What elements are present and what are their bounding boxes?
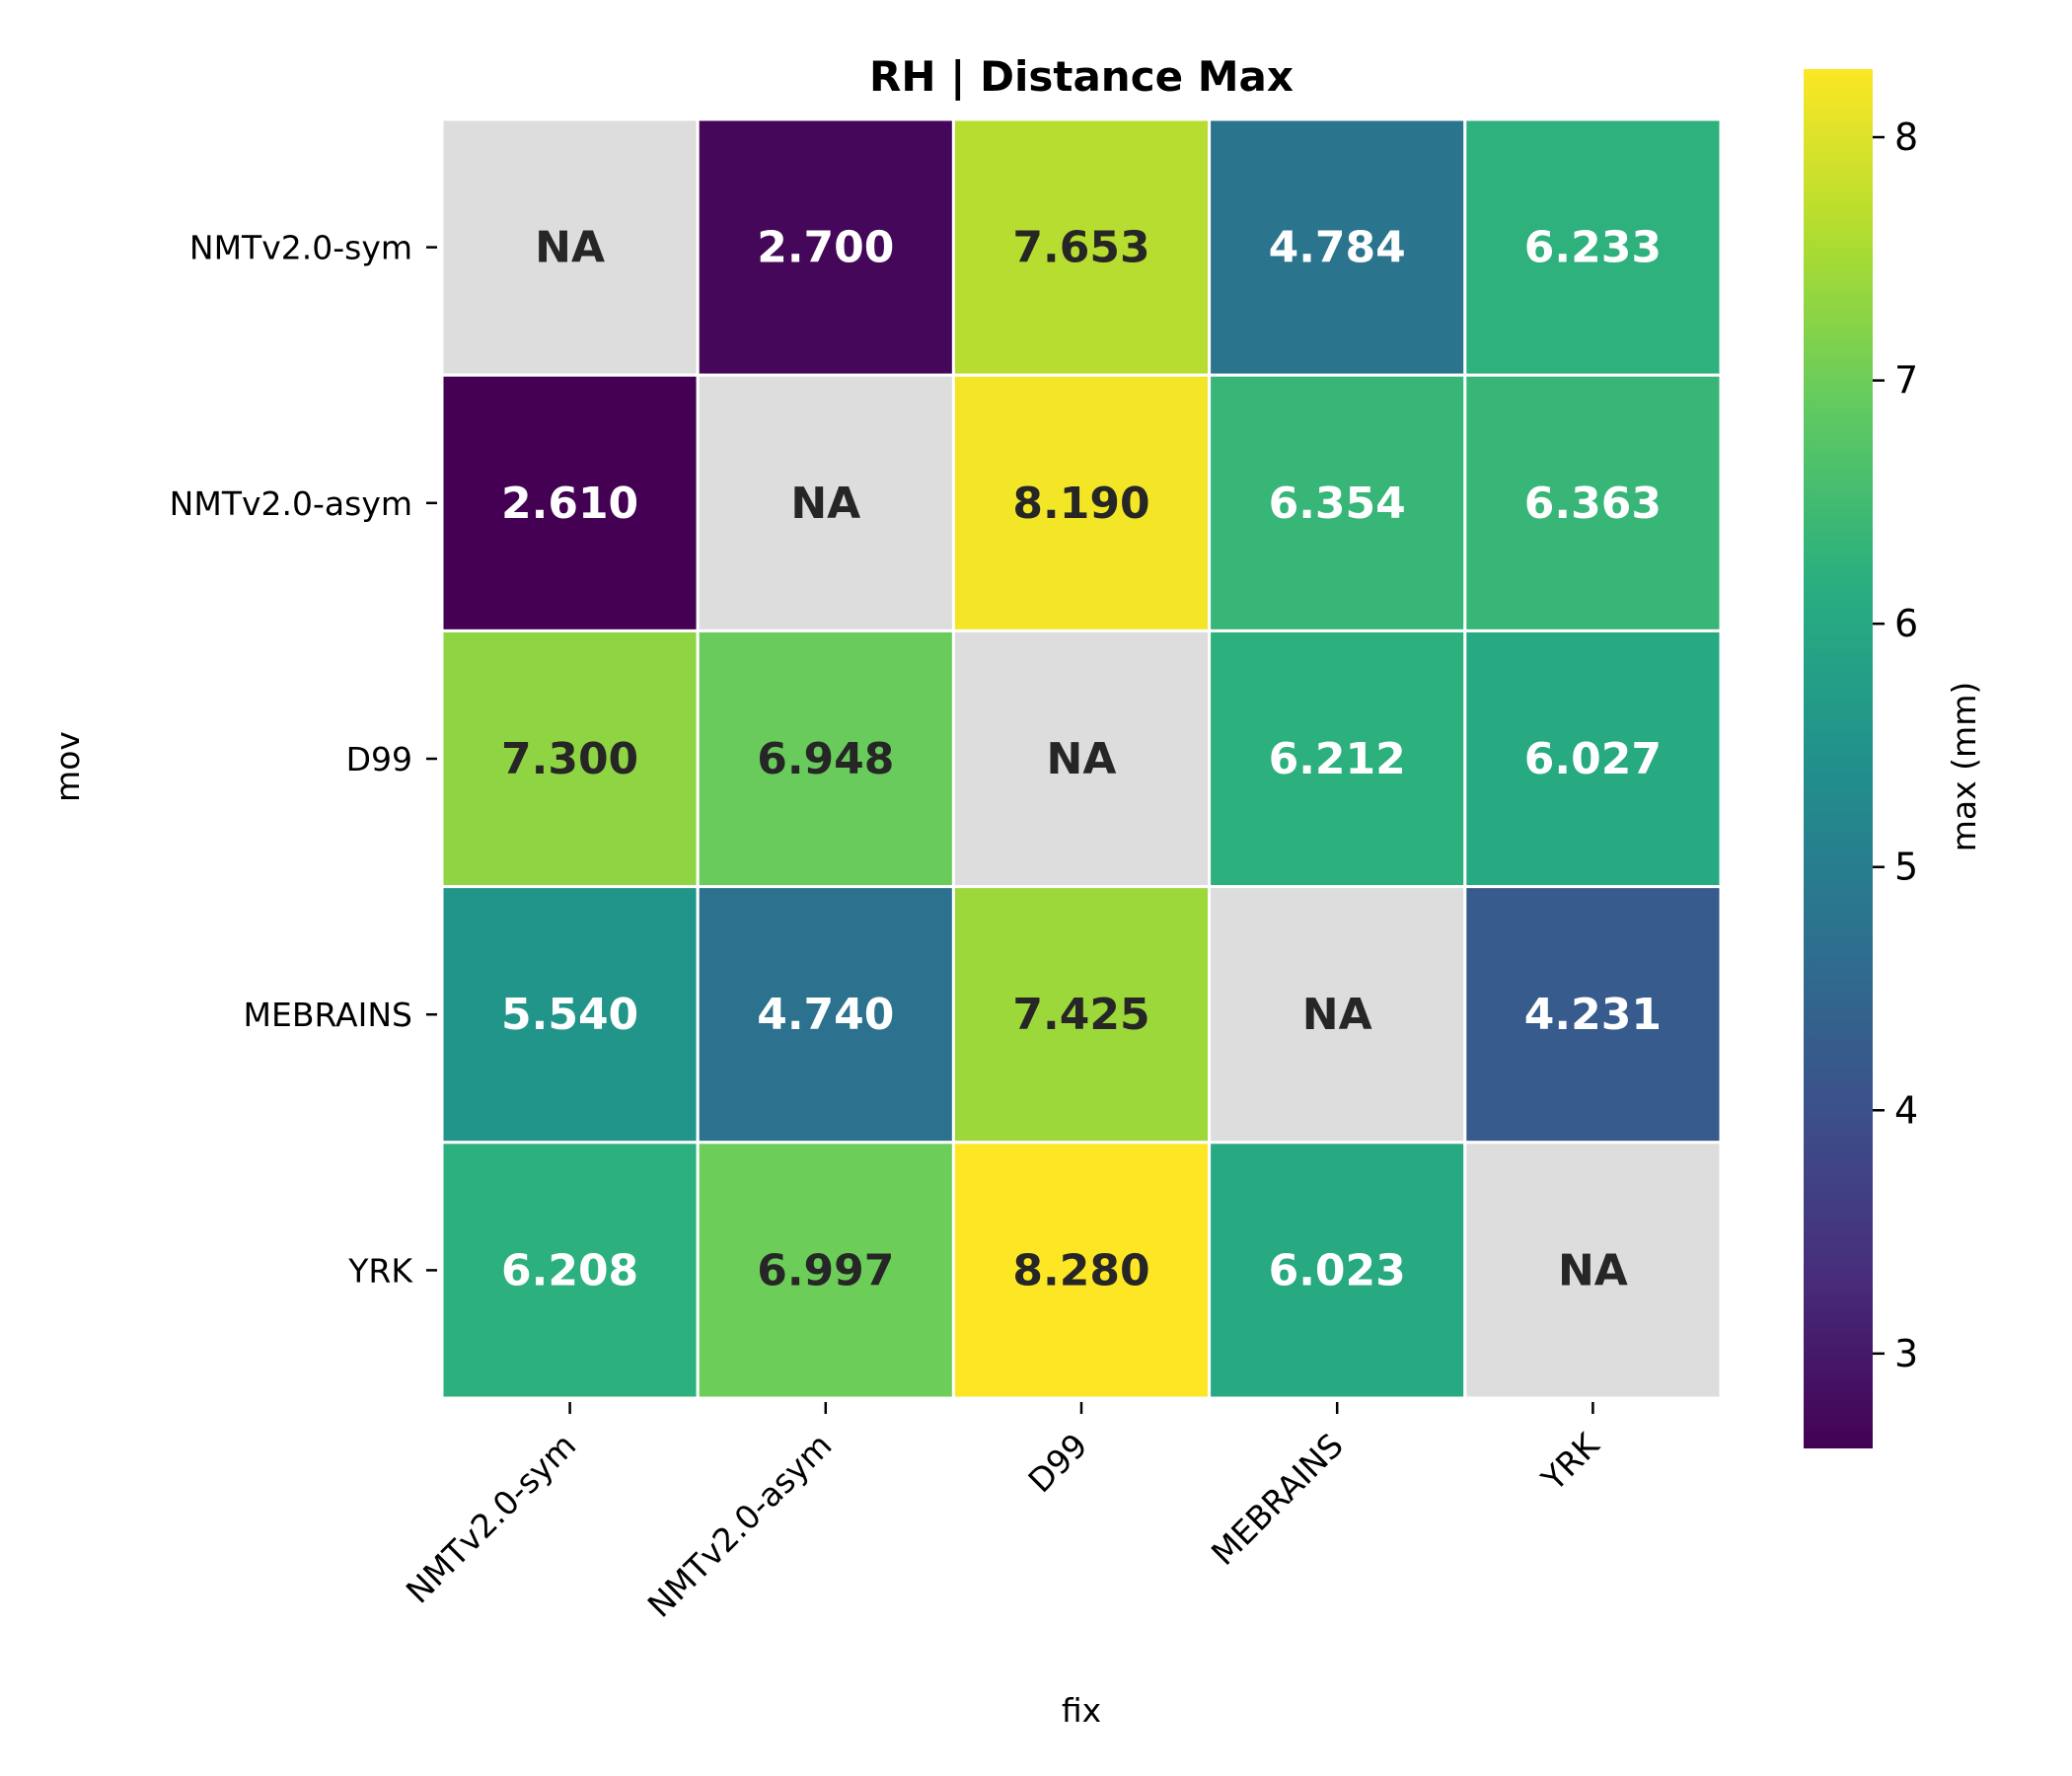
cell-value-label: 2.610: [501, 479, 638, 529]
cell-value-label: 6.233: [1524, 223, 1662, 273]
cell-value-label: 6.023: [1269, 1245, 1406, 1295]
cell-value-label: 2.700: [757, 223, 894, 273]
y-tick-label: YRK: [347, 1251, 413, 1290]
heatmap-cell: [951, 885, 1212, 1145]
cell-value-label: NA: [790, 479, 860, 529]
heatmap-cell: [1463, 117, 1723, 377]
cell-value-label: 8.190: [1012, 479, 1149, 529]
colorbar-label: max (mm): [1945, 682, 1983, 851]
cell-value-label: 6.212: [1269, 734, 1406, 784]
x-tick-label: MEBRAINS: [1204, 1426, 1351, 1573]
cell-value-label: 6.027: [1524, 734, 1662, 784]
heatmap-cell: [1208, 629, 1467, 889]
x-tick-label: D99: [1020, 1426, 1094, 1500]
heatmap-cell: [951, 629, 1212, 889]
heatmap-cell: [696, 1141, 955, 1400]
cell-value-label: 6.363: [1524, 479, 1662, 529]
heatmap-cell: [1208, 117, 1467, 377]
heatmap-cell: [1463, 1141, 1723, 1400]
y-tick-label: MEBRAINS: [244, 996, 413, 1034]
colorbar-tick-label: 4: [1894, 1088, 1918, 1132]
cell-value-label: 6.208: [501, 1245, 638, 1295]
heatmap-cell: [1463, 629, 1723, 889]
heatmap-cell: [440, 1141, 700, 1400]
heatmap-cell: [440, 117, 700, 377]
colorbar-gradient: [1804, 69, 1873, 1448]
cell-value-label: 6.948: [757, 734, 894, 784]
heatmap-cell: [1463, 885, 1723, 1145]
colorbar-tick-label: 8: [1894, 115, 1918, 159]
heatmap-cell: [440, 373, 700, 632]
cell-value-label: 8.280: [1012, 1245, 1149, 1295]
heatmap-cell: [440, 885, 700, 1145]
heatmap-cell: [696, 885, 955, 1145]
heatmap-cell: [951, 1141, 1212, 1400]
heatmap-cell: [951, 373, 1212, 632]
cell-value-label: NA: [1558, 1245, 1628, 1295]
x-tick-label: YRK: [1533, 1425, 1607, 1499]
heatmap-cell: [1208, 885, 1467, 1145]
colorbar-ticks: 3 4 5 6 7 8: [1873, 115, 1918, 1375]
cell-value-label: NA: [1047, 734, 1117, 784]
colorbar-tick-label: 5: [1894, 846, 1918, 889]
y-tick-label: D99: [346, 740, 412, 778]
heatmap-cells: NA 2.700 7.653 4.784 6.233 2.610 NA 8.190 6.354 6…: [440, 117, 1723, 1400]
cell-value-label: 7.653: [1012, 223, 1149, 273]
cell-value-label: 6.354: [1269, 479, 1406, 529]
heatmap-cell: [696, 629, 955, 889]
colorbar-tick-label: 3: [1894, 1332, 1918, 1375]
cell-value-label: 7.425: [1012, 990, 1149, 1040]
cell-value-label: NA: [1302, 990, 1372, 1040]
chart-title: RH | Distance Max: [869, 52, 1294, 101]
cell-value-label: 4.231: [1524, 990, 1662, 1040]
cell-value-label: 6.997: [757, 1245, 894, 1295]
x-tick-label: NMTv2.0-sym: [399, 1426, 583, 1610]
x-axis-ticks: NMTv2.0-sym NMTv2.0-asym D99 MEBRAINS YRK: [399, 1402, 1607, 1625]
cell-value-label: 7.300: [501, 734, 638, 784]
colorbar-tick-label: 7: [1894, 359, 1918, 403]
x-axis-label: fix: [1062, 1691, 1101, 1730]
cell-value-label: 5.540: [501, 990, 638, 1040]
x-tick-label: NMTv2.0-asym: [640, 1426, 840, 1625]
colorbar: 3 4 5 6 7 8 max (mm): [1804, 69, 1983, 1448]
heatmap-cell: [951, 117, 1212, 377]
cell-value-label: NA: [535, 223, 605, 273]
y-axis-ticks: NMTv2.0-sym NMTv2.0-asym D99 MEBRAINS YRK: [170, 229, 437, 1290]
heatmap-cell: [1463, 373, 1723, 632]
cell-value-label: 4.740: [757, 990, 894, 1040]
heatmap-cell: [696, 117, 955, 377]
y-tick-label: NMTv2.0-asym: [170, 484, 412, 523]
cell-value-label: 4.784: [1269, 223, 1406, 273]
y-tick-label: NMTv2.0-sym: [189, 229, 412, 267]
colorbar-tick-label: 6: [1894, 602, 1918, 645]
y-axis-label: mov: [48, 731, 87, 802]
